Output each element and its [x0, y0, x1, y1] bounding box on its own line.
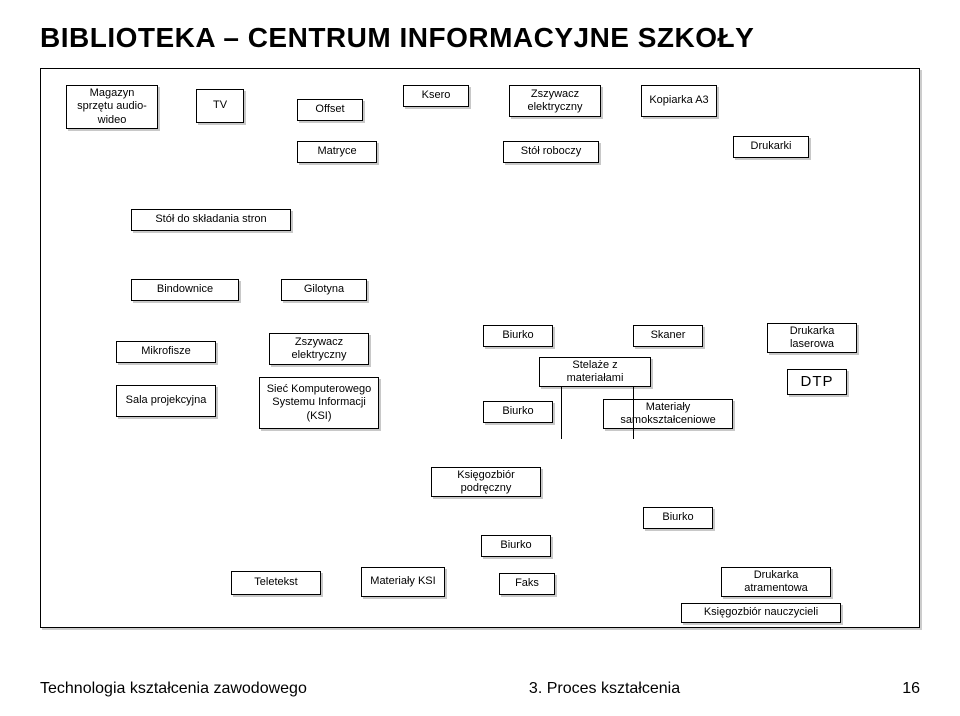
box-drukarki: Drukarki: [733, 136, 809, 158]
box-kopiarka: Kopiarka A3: [641, 85, 717, 117]
footer-page: 16: [902, 680, 920, 698]
box-biurko-4: Biurko: [481, 535, 551, 557]
box-biurko-1: Biurko: [483, 325, 553, 347]
box-stelaze: Stelaże z materiałami: [539, 357, 651, 387]
box-materialy-samo: Materiały samokształceniowe: [603, 399, 733, 429]
box-stol-roboczy: Stół roboczy: [503, 141, 599, 163]
box-materialy-ksi: Materiały KSI: [361, 567, 445, 597]
box-ksero: Ksero: [403, 85, 469, 107]
box-mikrofisze: Mikrofisze: [116, 341, 216, 363]
box-bindownice: Bindownice: [131, 279, 239, 301]
box-ksiegozbior-naucz: Księgozbiór nauczycieli: [681, 603, 841, 623]
box-siec-ksi: Sieć Komputerowego Systemu Informacji (K…: [259, 377, 379, 429]
box-dtp: DTP: [787, 369, 847, 395]
box-zszywacz-2: Zszywacz elektryczny: [269, 333, 369, 365]
page-title: BIBLIOTEKA – CENTRUM INFORMACYJNE SZKOŁY: [40, 22, 754, 54]
vline-1: [561, 387, 562, 439]
box-sala: Sala projekcyjna: [116, 385, 216, 417]
box-drukarka-laserowa: Drukarka laserowa: [767, 323, 857, 353]
box-zszywacz-1: Zszywacz elektryczny: [509, 85, 601, 117]
footer-left: Technologia kształcenia zawodowego: [40, 680, 307, 698]
footer: Technologia kształcenia zawodowego 3. Pr…: [40, 680, 920, 698]
box-biurko-2: Biurko: [483, 401, 553, 423]
vline-2: [633, 387, 634, 439]
box-tv: TV: [196, 89, 244, 123]
box-faks: Faks: [499, 573, 555, 595]
box-biurko-3: Biurko: [643, 507, 713, 529]
box-matryce: Matryce: [297, 141, 377, 163]
box-teletekst: Teletekst: [231, 571, 321, 595]
box-drukarka-atram: Drukarka atramentowa: [721, 567, 831, 597]
box-skaner: Skaner: [633, 325, 703, 347]
box-magazyn: Magazyn sprzętu audio-wideo: [66, 85, 158, 129]
box-gilotyna: Gilotyna: [281, 279, 367, 301]
box-offset: Offset: [297, 99, 363, 121]
box-stol-skladania: Stół do składania stron: [131, 209, 291, 231]
diagram-frame: Magazyn sprzętu audio-wideo TV Offset Ks…: [40, 68, 920, 628]
footer-center: 3. Proces kształcenia: [529, 680, 680, 698]
box-ksiegozbior-podr: Księgozbiór podręczny: [431, 467, 541, 497]
